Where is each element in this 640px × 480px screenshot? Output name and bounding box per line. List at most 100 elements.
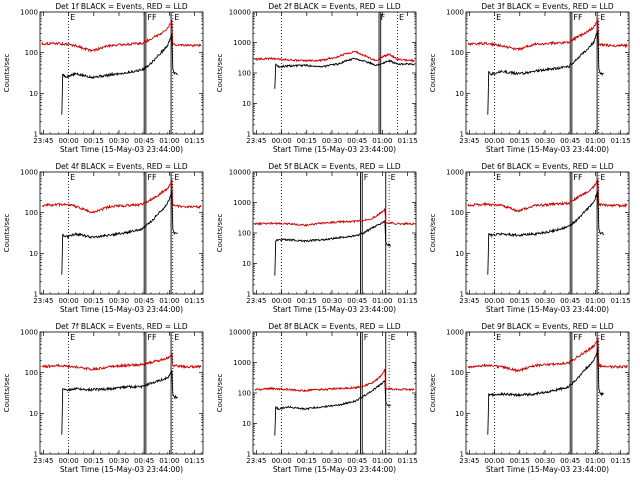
x-axis-label: Start Time (15-May-03 23:44:00) xyxy=(273,305,396,314)
x-tick-label: 00:45 xyxy=(134,297,154,305)
time-marker-label: E xyxy=(496,333,501,342)
time-marker-label: E xyxy=(600,13,605,22)
chart-title: Det 5f BLACK = Events, RED = LLD xyxy=(268,162,401,171)
x-tick-label: 00:45 xyxy=(560,297,580,305)
y-tick-label: 1000 xyxy=(233,359,251,367)
time-marker-label: E xyxy=(399,13,404,22)
x-tick-label: 00:45 xyxy=(560,457,580,465)
x-tick-label: 23:45 xyxy=(33,297,53,305)
series-line-lld xyxy=(467,179,628,213)
series-group xyxy=(41,352,202,435)
series-line-events xyxy=(61,190,178,275)
chart-panel-1: Det 1f BLACK = Events, RED = LLD 1 10 100 10… xyxy=(3,2,205,154)
x-tick-label: 01:00 xyxy=(159,457,179,465)
y-tick-label: 100 xyxy=(451,369,464,377)
x-tick-label: 00:45 xyxy=(134,457,154,465)
chart-panel-6: Det 6f BLACK = Events, RED = LLD 1 10 100 10… xyxy=(429,162,631,314)
y-tick-label: 10 xyxy=(29,410,38,418)
x-tick-label: 00:30 xyxy=(535,297,555,305)
y-axis-label: Counts/sec xyxy=(3,214,11,253)
x-tick-label: 00:45 xyxy=(347,297,367,305)
series-group xyxy=(467,337,628,435)
x-tick-label: 23:45 xyxy=(459,297,479,305)
x-tick-label: 00:15 xyxy=(510,137,530,145)
time-marker-label: E xyxy=(70,173,75,182)
time-marker-label: E xyxy=(174,333,179,342)
x-tick-label: 01:15 xyxy=(398,137,418,145)
y-axis-label: Counts/sec xyxy=(3,54,11,93)
y-tick-label: 10 xyxy=(455,90,464,98)
x-axis-label: Start Time (15-May-03 23:44:00) xyxy=(486,305,609,314)
y-tick-label: 100 xyxy=(25,369,38,377)
x-tick-label: 23:45 xyxy=(33,137,53,145)
x-tick-label: 01:15 xyxy=(611,297,631,305)
series-line-events xyxy=(274,219,391,276)
series-line-lld xyxy=(254,50,415,63)
plot-frame xyxy=(465,331,630,455)
y-tick-label: 100 xyxy=(25,49,38,57)
chart-title: Det 7f BLACK = Events, RED = LLD xyxy=(55,322,188,331)
time-marker-label: E xyxy=(600,333,605,342)
x-tick-label: 01:15 xyxy=(185,297,205,305)
series-group xyxy=(41,179,202,275)
x-tick-label: 00:15 xyxy=(510,457,530,465)
series-line-lld xyxy=(467,18,628,52)
x-tick-label: 01:00 xyxy=(159,297,179,305)
x-tick-label: 23:45 xyxy=(246,457,266,465)
x-tick-label: 23:45 xyxy=(459,137,479,145)
x-tick-label: 00:00 xyxy=(484,137,504,145)
plot-frame xyxy=(465,171,630,295)
x-tick-label: 00:00 xyxy=(484,297,504,305)
chart-title: Det 4f BLACK = Events, RED = LLD xyxy=(55,162,188,171)
x-tick-label: 00:45 xyxy=(560,137,580,145)
y-axis-label: Counts/sec xyxy=(216,374,224,413)
x-tick-label: 23:45 xyxy=(33,457,53,465)
x-tick-label: 00:30 xyxy=(109,137,129,145)
x-tick-label: 01:00 xyxy=(585,457,605,465)
y-tick-label: 10 xyxy=(242,260,251,268)
x-tick-label: 00:00 xyxy=(58,137,78,145)
time-marker-label: FF xyxy=(573,333,583,342)
time-marker-label: E xyxy=(70,333,75,342)
x-tick-label: 01:00 xyxy=(372,297,392,305)
y-tick-label: 100 xyxy=(238,230,251,238)
time-marker-label: E xyxy=(496,13,501,22)
y-tick-label: 1000 xyxy=(20,169,38,177)
series-line-events xyxy=(487,347,605,435)
x-tick-label: 00:30 xyxy=(322,457,342,465)
y-tick-label: 10000 xyxy=(229,329,251,337)
series-line-events xyxy=(61,370,178,435)
y-tick-label: 10 xyxy=(242,100,251,108)
y-axis-label: Counts/sec xyxy=(429,374,437,413)
chart-title: Det 1f BLACK = Events, RED = LLD xyxy=(55,2,188,11)
y-tick-label: 1000 xyxy=(20,329,38,337)
time-marker-label: E xyxy=(600,173,605,182)
time-marker-label: F xyxy=(381,13,386,22)
series-line-events xyxy=(274,379,391,436)
y-tick-label: 1 xyxy=(34,451,38,459)
chart-title: Det 2f BLACK = Events, RED = LLD xyxy=(268,2,401,11)
chart-panel-4: Det 4f BLACK = Events, RED = LLD 1 10 100 10… xyxy=(3,162,205,314)
x-tick-label: 00:15 xyxy=(84,137,104,145)
time-marker-label: F xyxy=(364,333,369,342)
series-line-lld xyxy=(41,179,202,214)
x-tick-label: 00:00 xyxy=(271,457,291,465)
time-marker-label: FF xyxy=(147,333,157,342)
series-line-lld xyxy=(254,368,415,393)
x-axis-label: Start Time (15-May-03 23:44:00) xyxy=(486,465,609,474)
x-tick-label: 00:00 xyxy=(58,297,78,305)
x-tick-label: 01:00 xyxy=(585,297,605,305)
series-line-lld xyxy=(254,207,415,227)
x-tick-label: 00:15 xyxy=(297,137,317,145)
series-line-events xyxy=(274,57,415,89)
y-tick-label: 1 xyxy=(34,291,38,299)
series-line-lld xyxy=(41,352,202,371)
y-tick-label: 100 xyxy=(451,209,464,217)
chart-panel-2: Det 2f BLACK = Events, RED = LLD 1 10 100 10… xyxy=(216,2,418,154)
y-tick-label: 10 xyxy=(242,420,251,428)
series-line-events xyxy=(61,32,179,115)
x-tick-label: 01:15 xyxy=(398,297,418,305)
time-marker-label: E xyxy=(391,173,396,182)
x-tick-label: 00:00 xyxy=(271,297,291,305)
